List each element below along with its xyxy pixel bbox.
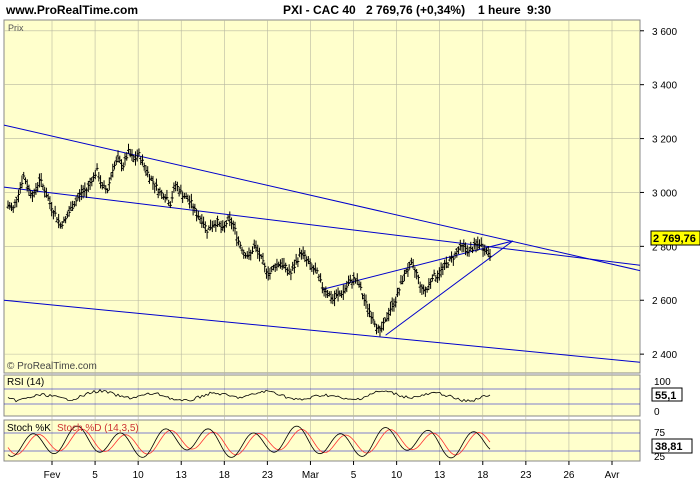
trendline [385, 240, 514, 336]
rsi-value: 55,1 [655, 390, 676, 402]
x-tick-label: Avr [605, 470, 620, 481]
rsi-level-top: 100 [654, 377, 671, 388]
trendlines [3, 124, 641, 363]
y-tick-label: 2 600 [652, 296, 677, 307]
indicator-lines [4, 388, 640, 459]
x-tick-label: 23 [262, 470, 274, 481]
stoch-k-line [7, 425, 491, 459]
y-tick-label: 3 200 [652, 135, 677, 146]
stoch-level-top: 75 [654, 428, 666, 439]
price-tag-bg [650, 230, 700, 246]
x-tick-label: 10 [391, 470, 403, 481]
price-panel-label: Prix [8, 23, 24, 33]
stoch-value: 38,81 [655, 441, 683, 453]
x-tick-label: 18 [219, 470, 231, 481]
x-tick-label: 26 [563, 470, 575, 481]
rsi-value-bg [651, 387, 683, 402]
y-tick-label: 3 000 [652, 188, 677, 199]
y-tick-label: 2 800 [652, 242, 677, 253]
period-label: 1 heure [478, 3, 521, 17]
x-tick-label: 13 [176, 470, 188, 481]
price-panel-bg [3, 19, 641, 374]
x-tick-label: 10 [133, 470, 145, 481]
copyright-text: © ProRealTime.com [7, 361, 97, 372]
rsi-label: RSI (14) [7, 377, 44, 388]
stoch-d-line [7, 428, 491, 456]
stoch-value-bg [651, 438, 693, 454]
x-tick-label: Mar [302, 470, 320, 481]
site-title: www.ProRealTime.com [6, 3, 139, 17]
stoch-d-label: Stoch %D (14,3,5) [57, 423, 139, 434]
price-bars [6, 143, 492, 337]
rsi-level-bottom: 0 [654, 407, 660, 418]
axis-labels: 3 600 3 400 3 200 3 000 2 800 2 600 2 400 Fev 5 1… [44, 27, 678, 481]
trendline [3, 299, 641, 363]
price-tag: 2 769,76 [653, 233, 696, 245]
y-tick-label: 3 600 [652, 27, 677, 38]
x-tick-label: 18 [477, 470, 489, 481]
price-change: 2 769,76 (+0,34%) [366, 3, 466, 17]
x-tick-label: 5 [351, 470, 357, 481]
x-tick-label: Fev [44, 470, 61, 481]
instrument-name: PXI - CAC 40 [283, 3, 356, 17]
x-tick-label: 13 [434, 470, 446, 481]
trendline [3, 186, 641, 266]
trendline [3, 124, 641, 272]
y-tick-label: 2 400 [652, 350, 677, 361]
grid-lines [4, 20, 640, 461]
y-tick-label: 3 400 [652, 81, 677, 92]
x-tick-label: 5 [92, 470, 98, 481]
time-label: 9:30 [527, 3, 552, 17]
stoch-k-label: Stoch %K [7, 423, 51, 434]
rsi-line [7, 389, 491, 403]
stoch-panel-bg [3, 419, 641, 462]
stoch-level-bottom: 25 [654, 452, 666, 463]
x-tick-label: 23 [520, 470, 532, 481]
